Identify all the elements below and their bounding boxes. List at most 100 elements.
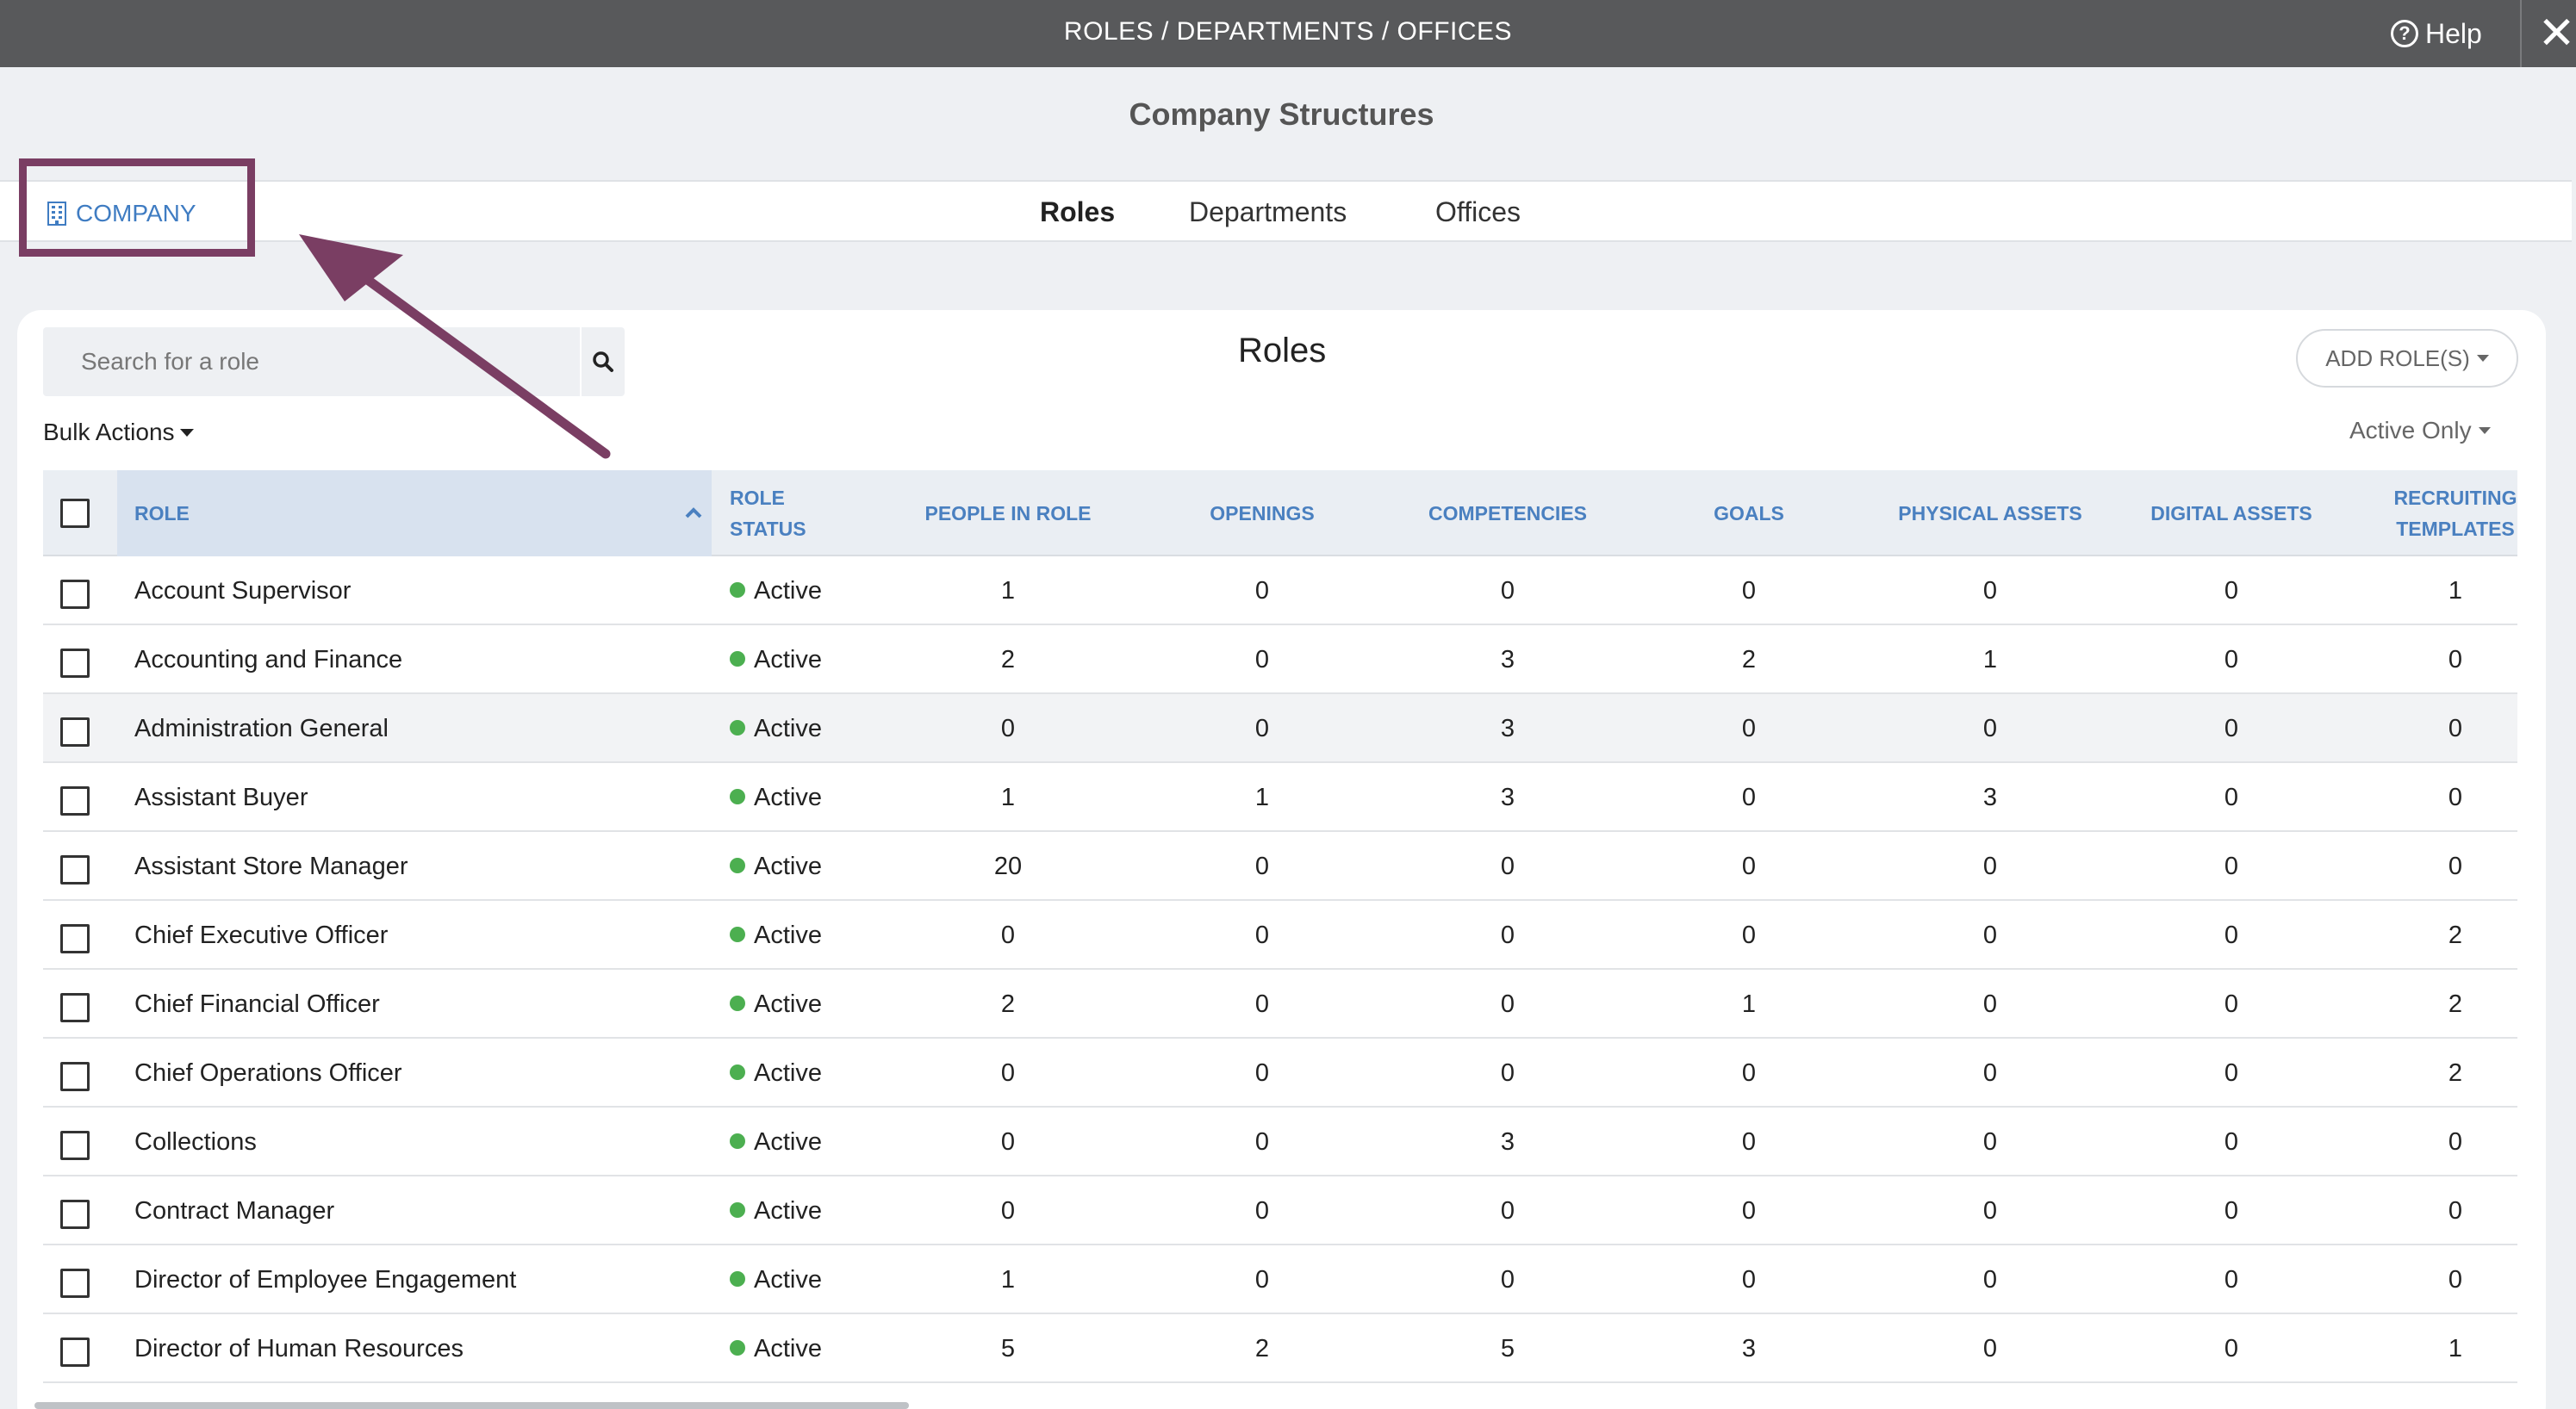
status-active-icon	[730, 720, 745, 736]
role-name[interactable]: Assistant Buyer	[134, 784, 308, 811]
cell-competencies: 0	[1500, 922, 1515, 949]
row-checkbox[interactable]	[60, 649, 90, 678]
cell-recruiting: 1	[2448, 1335, 2463, 1362]
cell-physical: 0	[1982, 1128, 1998, 1156]
role-status: Active	[730, 763, 822, 832]
cell-competencies: 0	[1500, 853, 1515, 880]
cell-openings: 0	[1254, 715, 1270, 742]
tab-roles[interactable]: Roles	[1040, 196, 1116, 227]
search-input[interactable]	[43, 327, 577, 396]
cell-openings: 0	[1254, 853, 1270, 880]
row-checkbox[interactable]	[60, 580, 90, 609]
role-name[interactable]: Contract Manager	[134, 1197, 335, 1225]
role-status: Active	[730, 625, 822, 694]
column-header-competencies[interactable]: COMPETENCIES	[1428, 502, 1588, 524]
cell-goals: 0	[1741, 922, 1757, 949]
close-icon: ✕	[2537, 9, 2576, 59]
cell-competencies: 5	[1500, 1335, 1515, 1362]
column-header-role-status[interactable]: ROLE STATUS	[730, 470, 859, 556]
select-all-checkbox[interactable]	[60, 499, 90, 528]
status-filter-dropdown[interactable]: Active Only	[2349, 417, 2491, 444]
row-checkbox[interactable]	[60, 786, 90, 816]
cell-people: 1	[1000, 577, 1016, 605]
column-header-role[interactable]: ROLE	[134, 470, 703, 556]
help-button[interactable]: ? Help	[2391, 0, 2482, 67]
add-role-button[interactable]: ADD ROLE(S)	[2296, 329, 2518, 388]
cell-digital: 0	[2224, 784, 2239, 811]
column-label-recruiting-line2: TEMPLATES	[2396, 518, 2515, 540]
bulk-actions-label: Bulk Actions	[43, 419, 175, 445]
role-status-label: Active	[754, 1128, 822, 1156]
role-name[interactable]: Accounting and Finance	[134, 646, 403, 673]
role-name[interactable]: Director of Human Resources	[134, 1335, 464, 1362]
table-row[interactable]: Chief Executive Officer Active 0 0 0 0 0 0 2	[43, 901, 2517, 970]
table-row[interactable]: Chief Operations Officer Active 0 0 0 0 0 0 2	[43, 1039, 2517, 1108]
row-checkbox[interactable]	[60, 717, 90, 747]
table-row[interactable]: Administration General Active 0 0 3 0 0 0 0	[43, 694, 2517, 763]
column-header-recruiting-templates[interactable]: RECRUITING TEMPLATES	[2361, 470, 2550, 556]
role-name[interactable]: Chief Financial Officer	[134, 990, 380, 1018]
tab-departments[interactable]: Departments	[1189, 196, 1347, 227]
page-title: Company Structures	[1129, 96, 1434, 132]
role-status: Active	[730, 1245, 822, 1314]
column-header-digital-assets[interactable]: DIGITAL ASSETS	[2150, 502, 2312, 524]
cell-physical: 0	[1982, 1266, 1998, 1294]
row-checkbox[interactable]	[60, 1062, 90, 1091]
cell-competencies: 0	[1500, 990, 1515, 1018]
role-name[interactable]: Administration General	[134, 715, 389, 742]
cell-competencies: 3	[1500, 646, 1515, 673]
table-row[interactable]: Director of Employee Engagement Active 1 0 0…	[43, 1245, 2517, 1314]
row-checkbox[interactable]	[60, 1131, 90, 1160]
search-button[interactable]	[580, 327, 625, 396]
close-button[interactable]: ✕	[2537, 0, 2576, 67]
role-name[interactable]: Chief Operations Officer	[134, 1059, 402, 1087]
table-row[interactable]: Assistant Store Manager Active 20 0 0 0 0 0 0	[43, 832, 2517, 901]
bulk-actions-dropdown[interactable]: Bulk Actions	[43, 419, 194, 446]
table-row[interactable]: Collections Active 0 0 3 0 0 0 0	[43, 1108, 2517, 1176]
role-status: Active	[730, 694, 822, 763]
cell-physical: 0	[1982, 1335, 1998, 1362]
row-checkbox[interactable]	[60, 1200, 90, 1229]
tab-offices[interactable]: Offices	[1435, 196, 1521, 227]
cell-goals: 0	[1741, 577, 1757, 605]
status-active-icon	[730, 1202, 745, 1219]
cell-digital: 0	[2224, 922, 2239, 949]
table-row[interactable]: Director of Human Resources Active 5 2 5 3 0 0 1	[43, 1314, 2517, 1383]
row-checkbox[interactable]	[60, 1338, 90, 1367]
status-active-icon	[730, 789, 745, 805]
row-checkbox[interactable]	[60, 855, 90, 885]
row-checkbox[interactable]	[60, 924, 90, 953]
topbar-divider	[2520, 0, 2522, 67]
cell-recruiting: 0	[2448, 646, 2463, 673]
column-header-people-in-role[interactable]: PEOPLE IN ROLE	[924, 502, 1092, 524]
column-header-goals[interactable]: GOALS	[1714, 502, 1784, 524]
table-row[interactable]: Account Supervisor Active 1 0 0 0 0 0 1	[43, 556, 2517, 625]
cell-goals: 0	[1741, 1266, 1757, 1294]
role-status: Active	[730, 1108, 822, 1176]
table-row[interactable]: Accounting and Finance Active 2 0 3 2 1 0 0	[43, 625, 2517, 694]
status-active-icon	[730, 1065, 745, 1081]
cell-people: 20	[993, 853, 1023, 880]
chevron-down-icon	[2478, 427, 2491, 434]
role-name[interactable]: Director of Employee Engagement	[134, 1266, 517, 1294]
horizontal-scrollbar[interactable]	[34, 1402, 909, 1409]
status-filter-label: Active Only	[2349, 417, 2472, 444]
table-row[interactable]: Contract Manager Active 0 0 0 0 0 0 0	[43, 1176, 2517, 1245]
column-header-physical-assets[interactable]: PHYSICAL ASSETS	[1898, 502, 2082, 524]
company-link[interactable]: COMPANY	[47, 196, 196, 231]
role-status: Active	[730, 1314, 822, 1383]
table-row[interactable]: Assistant Buyer Active 1 1 3 0 3 0 0	[43, 763, 2517, 832]
role-name[interactable]: Assistant Store Manager	[134, 853, 408, 880]
row-checkbox[interactable]	[60, 1269, 90, 1298]
role-status-label: Active	[754, 990, 822, 1018]
table-row[interactable]: Chief Financial Officer Active 2 0 0 1 0 0 2	[43, 970, 2517, 1039]
cell-recruiting: 0	[2448, 715, 2463, 742]
role-name[interactable]: Chief Executive Officer	[134, 922, 389, 949]
column-header-openings[interactable]: OPENINGS	[1210, 502, 1315, 524]
role-name[interactable]: Account Supervisor	[134, 577, 352, 605]
row-checkbox[interactable]	[60, 993, 90, 1022]
sort-ascending-icon	[685, 507, 702, 518]
role-name[interactable]: Collections	[134, 1128, 257, 1156]
cell-recruiting: 0	[2448, 784, 2463, 811]
cell-goals: 3	[1741, 1335, 1757, 1362]
